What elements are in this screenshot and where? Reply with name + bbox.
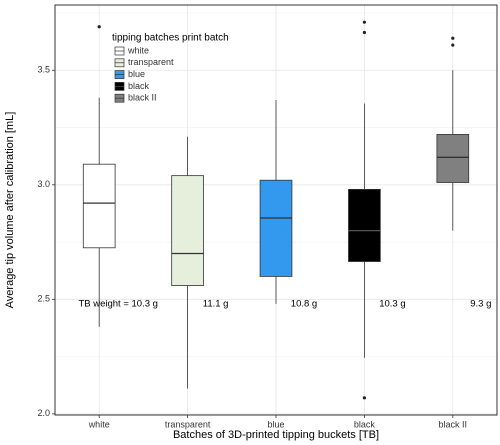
y-axis-title: Average tip volume after calibration [mL… bbox=[4, 112, 16, 309]
x-tick-label: transparent bbox=[165, 419, 211, 429]
annotation: 9.3 g bbox=[470, 298, 491, 309]
outlier bbox=[451, 36, 455, 40]
x-tick-label: white bbox=[88, 419, 110, 429]
box bbox=[259, 179, 293, 277]
outlier bbox=[362, 30, 366, 35]
annotation: 11.1 g bbox=[203, 298, 229, 309]
x-axis-title: Batches of 3D-printed tipping buckets [T… bbox=[173, 429, 379, 441]
y-tick-label: 2.5 bbox=[37, 294, 50, 304]
annotation: TB weight = 10.3 g bbox=[78, 298, 157, 309]
legend-label: blue bbox=[128, 69, 145, 79]
x-tick-label: blue bbox=[267, 419, 284, 429]
legend-label: transparent bbox=[128, 57, 174, 67]
box bbox=[171, 175, 204, 286]
box bbox=[436, 134, 470, 183]
y-tick-label: 2.0 bbox=[37, 408, 50, 418]
outlier bbox=[451, 43, 455, 47]
box bbox=[348, 188, 381, 262]
y-tick-label: 3.5 bbox=[37, 65, 50, 75]
outlier bbox=[362, 396, 366, 400]
outlier bbox=[97, 25, 101, 29]
box bbox=[82, 163, 116, 249]
legend-title: tipping batches print batch bbox=[112, 33, 229, 44]
x-tick-label: black II bbox=[439, 419, 468, 429]
x-tick-label: black bbox=[354, 419, 376, 429]
outlier bbox=[362, 20, 366, 24]
legend-label: black II bbox=[128, 93, 157, 103]
annotation: 10.8 g bbox=[291, 298, 317, 309]
legend-label: white bbox=[127, 45, 149, 55]
annotation: 10.3 g bbox=[379, 298, 405, 309]
legend-label: black bbox=[128, 81, 150, 91]
y-tick-label: 3.0 bbox=[37, 179, 50, 189]
panel-border bbox=[54, 4, 498, 416]
